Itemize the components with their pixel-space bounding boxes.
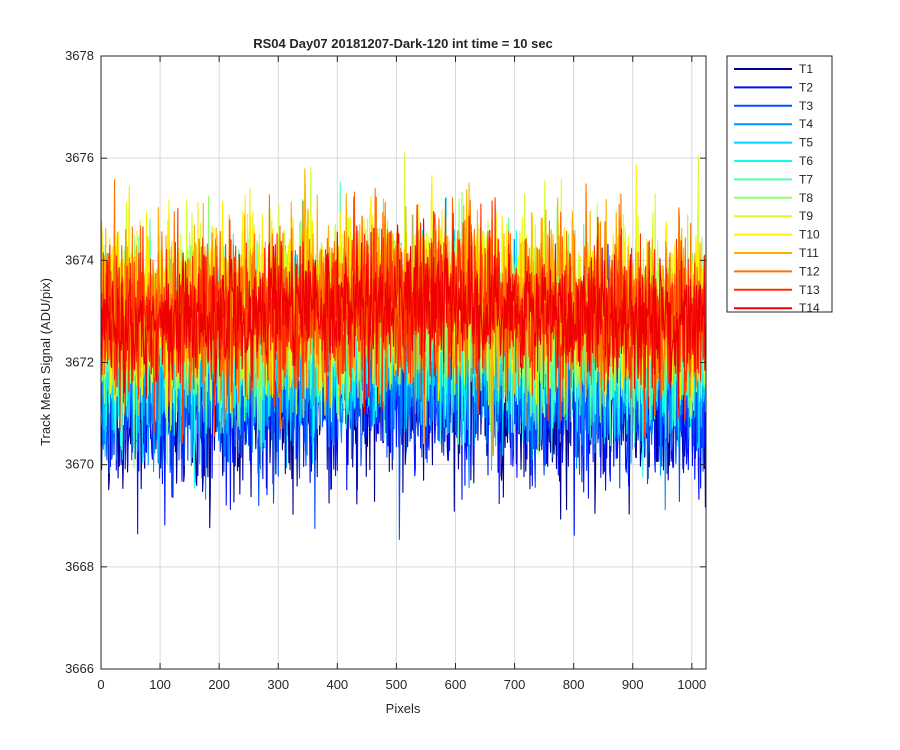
legend-label-t10: T10 <box>799 228 820 242</box>
x-tick-label: 100 <box>149 677 171 692</box>
x-tick-label: 500 <box>386 677 408 692</box>
legend-label-t4: T4 <box>799 117 813 131</box>
x-tick-label: 0 <box>97 677 104 692</box>
legend-label-t9: T9 <box>799 209 813 223</box>
x-tick-label: 800 <box>563 677 585 692</box>
x-tick-label: 400 <box>326 677 348 692</box>
legend-label-t13: T13 <box>799 283 820 297</box>
tick-marks <box>100 55 706 670</box>
y-tick-label: 3678 <box>65 48 94 63</box>
series-line-t14 <box>100 204 706 414</box>
x-tick-label: 700 <box>504 677 526 692</box>
y-tick-label: 3670 <box>65 457 94 472</box>
chart-title: RS04 Day07 20181207-Dark-120 int time = … <box>253 36 553 51</box>
y-tick-label: 3668 <box>65 559 94 574</box>
y-axis-label: Track Mean Signal (ADU/pix) <box>38 278 53 446</box>
legend-label-t6: T6 <box>799 154 813 168</box>
legend-label-t12: T12 <box>799 264 820 278</box>
legend-label-t14: T14 <box>799 301 820 315</box>
x-tick-label: 900 <box>622 677 644 692</box>
y-tick-label: 3674 <box>65 252 94 267</box>
x-tick-label: 200 <box>208 677 230 692</box>
y-tick-label: 3676 <box>65 150 94 165</box>
legend-label-t1: T1 <box>799 62 813 76</box>
legend-box <box>726 55 833 313</box>
legend-label-t5: T5 <box>799 136 813 150</box>
x-tick-label: 300 <box>267 677 289 692</box>
series-group <box>100 152 706 540</box>
legend-items: T1 T2 T3 T4 T5 T6 T7 T8 T9 T10 T11 T12 T13 T14 <box>734 62 820 315</box>
x-tick-labels: 0 100 200 300 400 500 600 700 800 900 1000 <box>97 677 706 692</box>
x-axis-label: Pixels <box>386 701 421 716</box>
y-tick-labels: 3666 3668 3670 3672 3674 3676 3678 <box>65 48 94 676</box>
plot-area <box>100 55 707 670</box>
y-tick-label: 3672 <box>65 355 94 370</box>
legend-label-t11: T11 <box>799 246 819 260</box>
legend-label-t3: T3 <box>799 99 813 113</box>
legend-label-t2: T2 <box>799 80 813 94</box>
y-tick-label: 3666 <box>65 661 94 676</box>
x-tick-label: 600 <box>445 677 467 692</box>
x-tick-label: 1000 <box>677 677 706 692</box>
legend-label-t8: T8 <box>799 191 813 205</box>
legend: T1 T2 T3 T4 T5 T6 T7 T8 T9 T10 T11 T12 T13 T14 <box>726 55 833 315</box>
legend-label-t7: T7 <box>799 172 813 186</box>
